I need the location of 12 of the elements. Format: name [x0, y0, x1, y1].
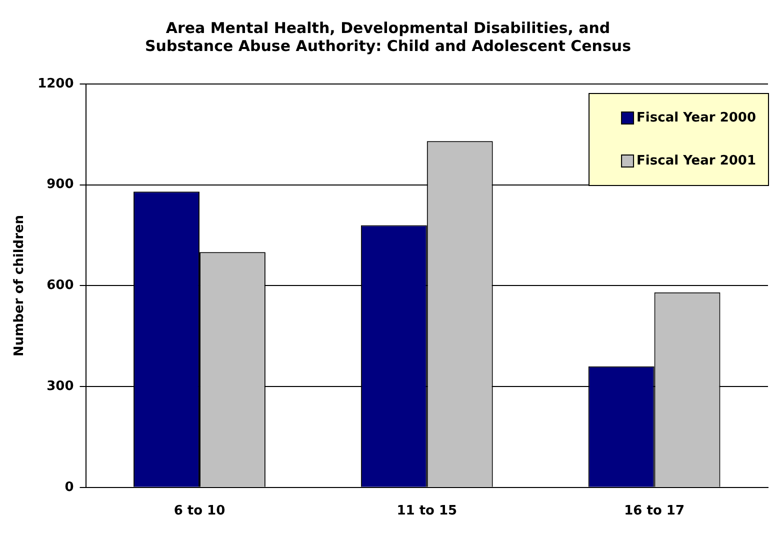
legend-label: Fiscal Year 2001 — [636, 153, 756, 168]
y-tick-label: 900 — [46, 177, 74, 192]
y-tick-label: 600 — [46, 278, 74, 294]
y-axis-title: Number of children — [12, 214, 28, 356]
y-tick-label: 1200 — [38, 76, 74, 92]
x-tick-label: 6 to 10 — [174, 504, 226, 519]
y-tick-label: 300 — [46, 378, 74, 394]
chart-title: Area Mental Health, Developmental Disabilities, and Substance Abuse Authority: Child and Adolescent Census — [144, 18, 632, 55]
y-tick-label: 0 — [64, 480, 74, 495]
legend-label: Fiscal Year 2000 — [636, 110, 756, 126]
x-tick-label: 11 to 15 — [396, 504, 458, 519]
x-tick-label: 16 to 17 — [624, 504, 684, 519]
